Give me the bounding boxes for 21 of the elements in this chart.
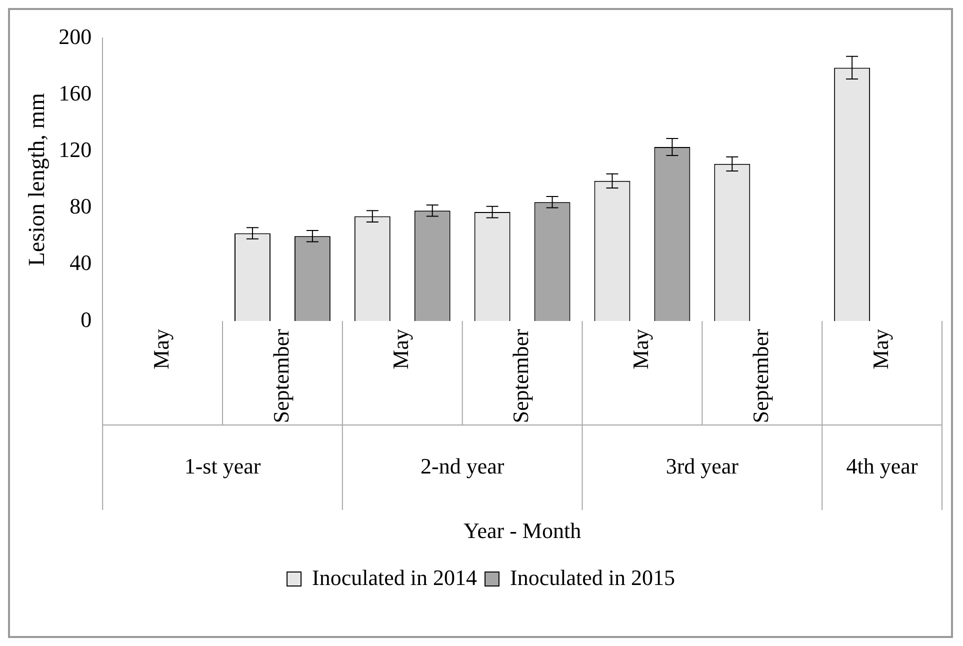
y-tick-label: 120 — [58, 136, 92, 162]
x-tick-label: September — [508, 328, 534, 424]
text: 2-nd year — [420, 453, 505, 478]
x-tick-label: September — [748, 328, 773, 424]
legend-label: Inoculated in 2015 — [510, 564, 675, 590]
text: 4th year — [846, 453, 918, 478]
x-axis-title: Year - Month — [464, 518, 582, 543]
y-tick-label: 40 — [70, 250, 92, 276]
text: 1-st year — [184, 453, 262, 478]
text: 3rd year — [666, 453, 740, 478]
x-tick-label: September — [268, 328, 294, 424]
y-tick-label: 0 — [80, 306, 92, 332]
x-tick-label: May — [868, 329, 893, 370]
y-tick-label: 160 — [58, 80, 92, 106]
y-tick-label: 80 — [70, 194, 92, 219]
x-tick-label: May — [388, 329, 414, 370]
x-tick-label: May — [148, 329, 174, 370]
legend-label: Inoculated in 2014 — [312, 564, 478, 590]
x-tick-label: May — [628, 329, 653, 370]
y-axis-title: Lesion length, mm — [24, 92, 49, 266]
y-tick-label: 200 — [58, 24, 92, 49]
